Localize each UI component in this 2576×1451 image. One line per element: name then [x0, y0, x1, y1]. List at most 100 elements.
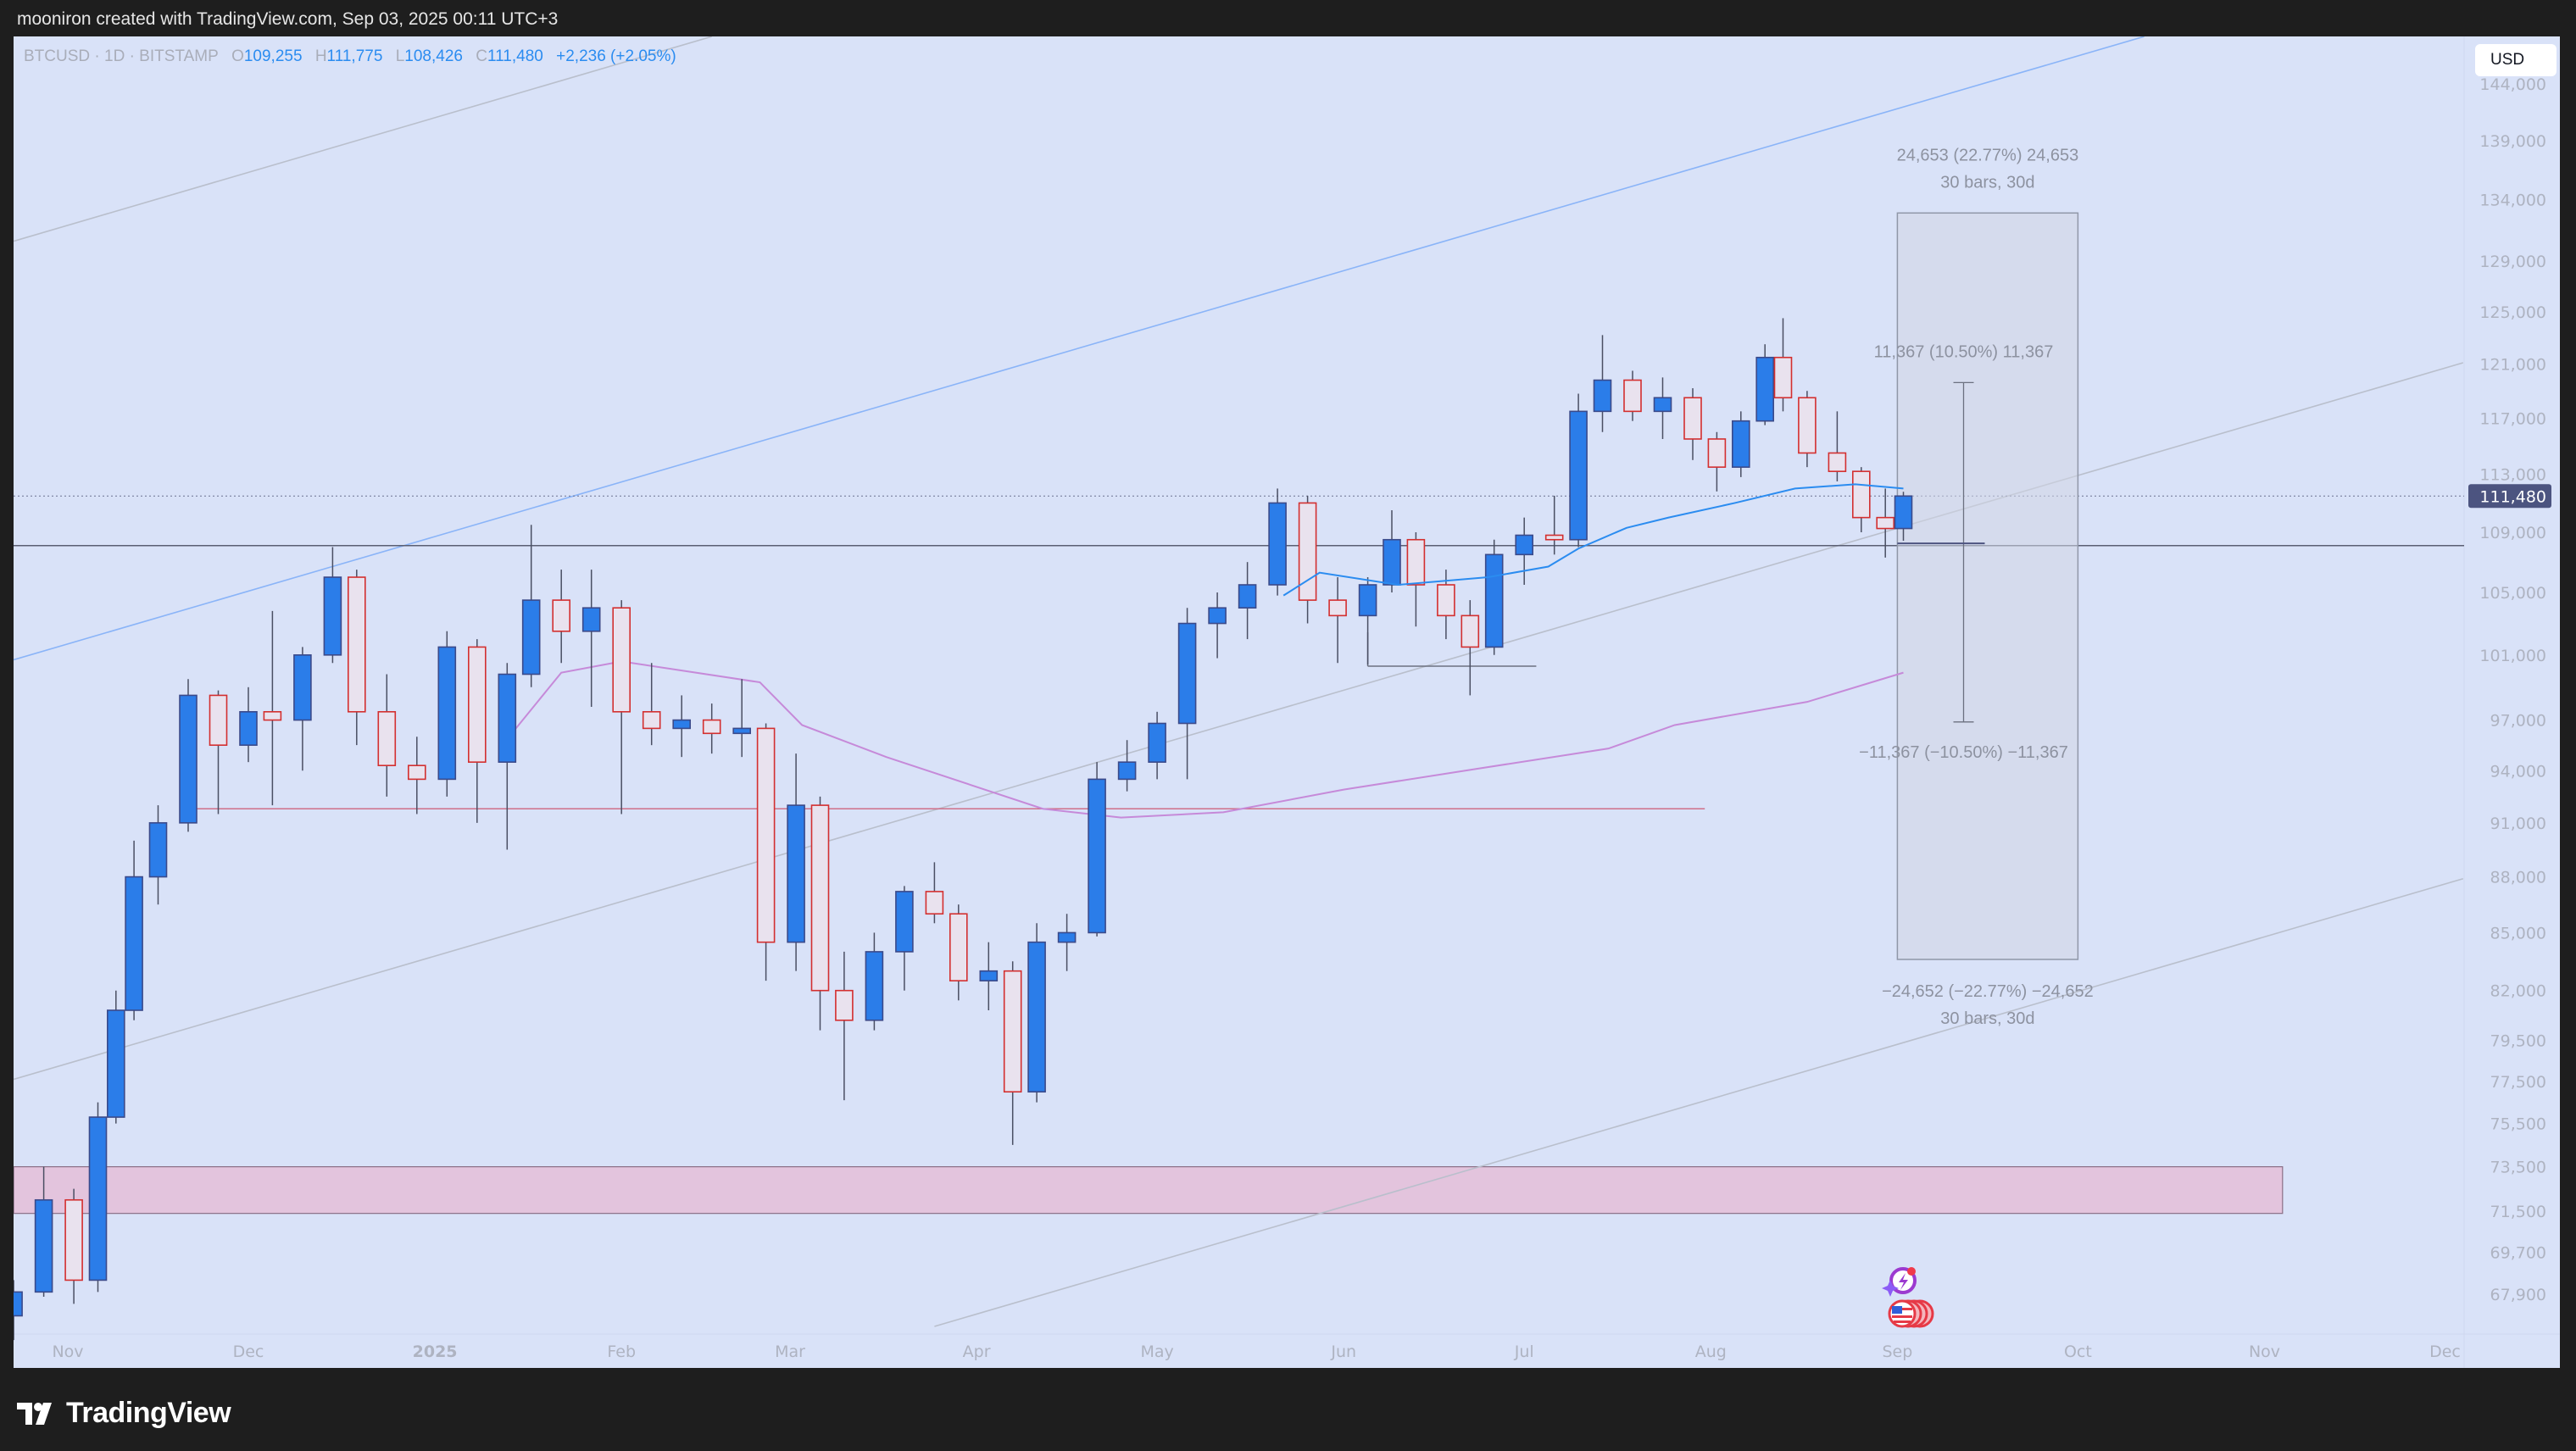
- time-tick-label: Apr: [963, 1343, 991, 1361]
- candle-body-down: [702, 719, 721, 735]
- close-value: 111,480: [487, 47, 543, 65]
- time-tick-label: Mar: [775, 1343, 805, 1361]
- candle: [239, 687, 258, 763]
- candle-body-down: [64, 1198, 83, 1281]
- candle: [1117, 740, 1137, 792]
- candle: [865, 932, 884, 1031]
- currency-button[interactable]: USD: [2475, 44, 2557, 76]
- candle-body-up: [1057, 931, 1077, 943]
- symbol-legend[interactable]: BTCUSD · 1D · BITSTAMP O109,255 H111,775…: [24, 47, 676, 66]
- candle-body-up: [1755, 356, 1774, 422]
- candle: [702, 703, 721, 754]
- ai-event-icon[interactable]: [1882, 1267, 1917, 1297]
- range-down-label: −24,652 (−22.77%) −24,652: [1882, 982, 2094, 1001]
- candle: [521, 525, 541, 687]
- candle: [1298, 495, 1317, 624]
- candle: [1755, 344, 1774, 425]
- top-bar: mooniron created with TradingView.com, S…: [0, 0, 2576, 36]
- price-tick-label: 75,500: [2490, 1115, 2546, 1134]
- candle-body-up: [437, 646, 457, 781]
- candle-body-down: [377, 711, 397, 767]
- event-icons[interactable]: [1882, 1267, 1934, 1328]
- time-tick-label: Nov: [2249, 1343, 2280, 1361]
- time-tick-label: Sep: [1882, 1343, 1912, 1361]
- candle: [810, 796, 830, 1031]
- price-tick-label: 109,000: [2479, 524, 2546, 542]
- price-tick-label: 144,000: [2479, 75, 2546, 94]
- price-tick-label: 113,000: [2479, 466, 2546, 485]
- candle-body-up: [895, 891, 914, 953]
- candle: [1515, 517, 1533, 585]
- price-tick-label: 85,000: [2490, 924, 2546, 942]
- candle-body-down: [407, 764, 426, 781]
- price-tick-label: 121,000: [2479, 356, 2546, 375]
- candle: [642, 663, 661, 746]
- candle: [1484, 539, 1504, 655]
- symbol-info[interactable]: BTCUSD · 1D · BITSTAMP: [24, 47, 219, 65]
- candle: [835, 951, 854, 1101]
- candle: [407, 737, 426, 814]
- high-label: H: [314, 47, 327, 65]
- open-label: O: [231, 47, 244, 65]
- time-tick-label: Nov: [52, 1343, 83, 1361]
- support-zone: [14, 1165, 2284, 1215]
- candle: [1798, 391, 1817, 468]
- candle-body-down: [1683, 397, 1702, 440]
- candle-body-down: [810, 804, 830, 992]
- candle: [1027, 923, 1046, 1103]
- time-tick-label: Dec: [2429, 1343, 2461, 1361]
- price-range-up-label: 11,367 (10.50%) 11,367: [1874, 342, 2054, 361]
- candle-body-up: [1383, 538, 1401, 586]
- candle: [732, 679, 752, 758]
- candle: [552, 570, 571, 664]
- candle-body-up: [88, 1116, 108, 1281]
- range-down-bars-label: 30 bars, 30d: [1940, 1009, 2034, 1028]
- candle: [179, 679, 198, 832]
- candle-body-down: [1544, 534, 1564, 541]
- candle-body-up: [1593, 379, 1612, 413]
- candle-body-up: [293, 654, 312, 721]
- price-tick-label: 77,500: [2490, 1073, 2546, 1092]
- price-tick-label: 105,000: [2479, 584, 2546, 603]
- candle-body-up: [125, 876, 143, 1011]
- candle: [1383, 510, 1401, 593]
- candle: [1623, 370, 1642, 421]
- price-tick-label: 134,000: [2479, 192, 2546, 210]
- price-tick-label: 139,000: [2479, 132, 2546, 151]
- candle-body-down: [467, 646, 487, 763]
- us-economic-events-icon[interactable]: [1888, 1299, 1934, 1328]
- candle-body-down: [1798, 397, 1817, 454]
- candle-body-up: [1484, 553, 1504, 648]
- price-tick-label: 73,500: [2490, 1159, 2546, 1177]
- candle-body-up: [1208, 607, 1227, 625]
- candle-body-up: [865, 951, 884, 1021]
- candle: [1732, 411, 1750, 477]
- candle: [1460, 600, 1480, 696]
- candle-body-down: [949, 913, 968, 981]
- tradingview-logo[interactable]: TradingView: [17, 1397, 231, 1430]
- candle: [1593, 335, 1612, 432]
- time-axis[interactable]: Nov Dec 2025 Feb Mar Apr May Jun Jul Aug Sep Oct Nov…: [52, 1343, 2460, 1361]
- price-tick-label: 67,900: [2490, 1286, 2546, 1304]
- attribution-text: mooniron created with TradingView.com, S…: [17, 9, 559, 29]
- candle-body-down: [263, 711, 282, 721]
- time-tick-label: Aug: [1695, 1343, 1727, 1361]
- candle-body-up: [1148, 722, 1166, 763]
- candle: [1148, 711, 1166, 780]
- candle: [925, 862, 944, 924]
- price-tick-label: 88,000: [2490, 869, 2546, 887]
- price-tick-label: 94,000: [2490, 762, 2546, 781]
- candle: [1852, 467, 1871, 532]
- time-tick-label: Feb: [607, 1343, 636, 1361]
- candle-body-up: [787, 804, 805, 943]
- price-tick-label: 79,500: [2490, 1032, 2546, 1051]
- plot-area[interactable]: 24,653 (22.77%) 24,653 30 bars, 30d −24,65…: [5, 36, 2464, 1341]
- candle-body-up: [1117, 761, 1137, 781]
- footer-bar: TradingView: [0, 1371, 2576, 1451]
- price-axis[interactable]: 144,000 139,000 134,000 129,000 125,000 121,0…: [2479, 75, 2546, 1304]
- tradingview-logo-icon: [17, 1402, 52, 1425]
- candle: [498, 663, 517, 850]
- candle-body-up: [581, 607, 601, 632]
- time-tick-label: 2025: [413, 1343, 458, 1361]
